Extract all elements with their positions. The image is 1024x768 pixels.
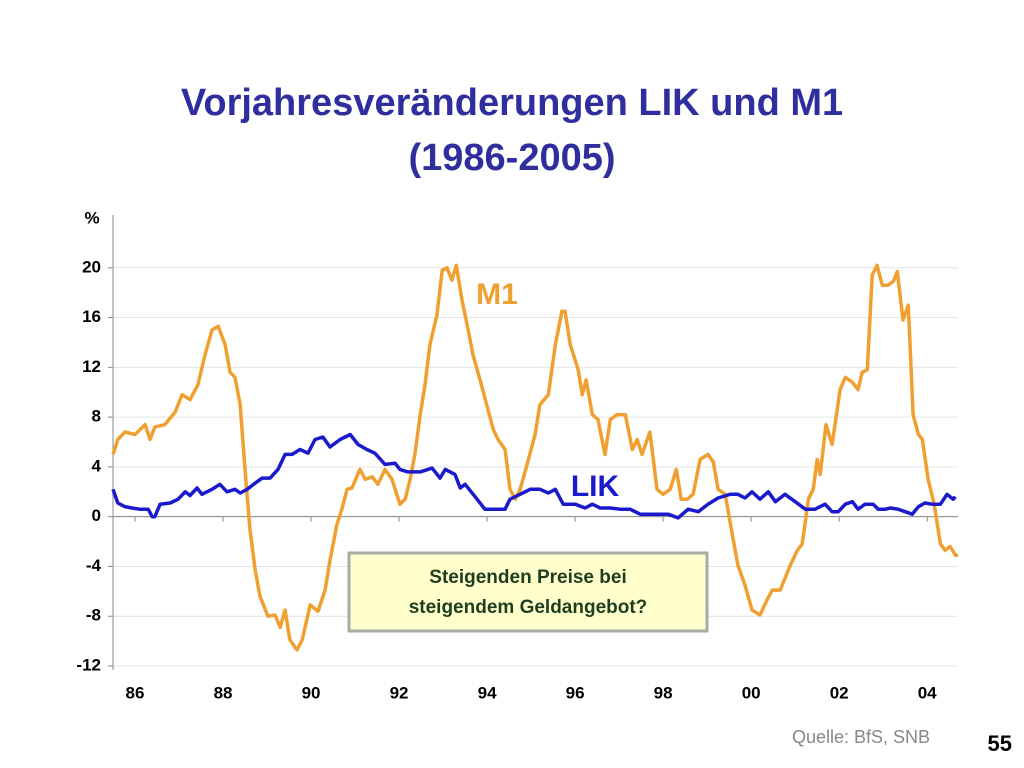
y-tick-label: -4 — [86, 556, 102, 575]
y-tick-label: 20 — [82, 257, 101, 276]
x-tick-label: 00 — [742, 683, 761, 702]
annotation: Steigenden Preise bei — [429, 567, 626, 588]
x-tick-label: 04 — [918, 683, 937, 702]
x-tick-label: 86 — [126, 683, 145, 702]
x-tick-label: 94 — [478, 683, 497, 702]
y-tick-label: 0 — [92, 506, 101, 525]
x-tick-label: 90 — [302, 683, 321, 702]
y-tick-label: 16 — [82, 307, 101, 326]
y-tick-label: -8 — [86, 606, 101, 625]
chart-title: Vorjahresveränderungen LIK und M1 — [181, 82, 843, 124]
series-line — [111, 263, 958, 652]
x-tick-label: 92 — [390, 683, 409, 702]
y-tick-label: 4 — [92, 456, 102, 475]
x-tick-label: 96 — [566, 683, 585, 702]
annotation: steigendem Geldangebot? — [409, 597, 648, 618]
annotation-box — [347, 551, 709, 633]
legend-label: M1 — [476, 278, 518, 311]
x-tick-label: 02 — [830, 683, 849, 702]
page-number: 55 — [988, 731, 1012, 756]
y-tick-label: 12 — [82, 357, 101, 376]
y-tick-label: -12 — [76, 655, 101, 674]
chart-title: (1986-2005) — [408, 137, 615, 179]
legend-label: LIK — [571, 470, 620, 503]
x-tick-label: 88 — [214, 683, 233, 702]
y-axis-label: % — [84, 208, 99, 227]
x-tick-label: 98 — [654, 683, 673, 702]
y-tick-label: 8 — [92, 407, 101, 426]
plot — [111, 263, 958, 652]
series-line — [111, 432, 957, 520]
source: Quelle: BfS, SNB — [792, 727, 930, 747]
